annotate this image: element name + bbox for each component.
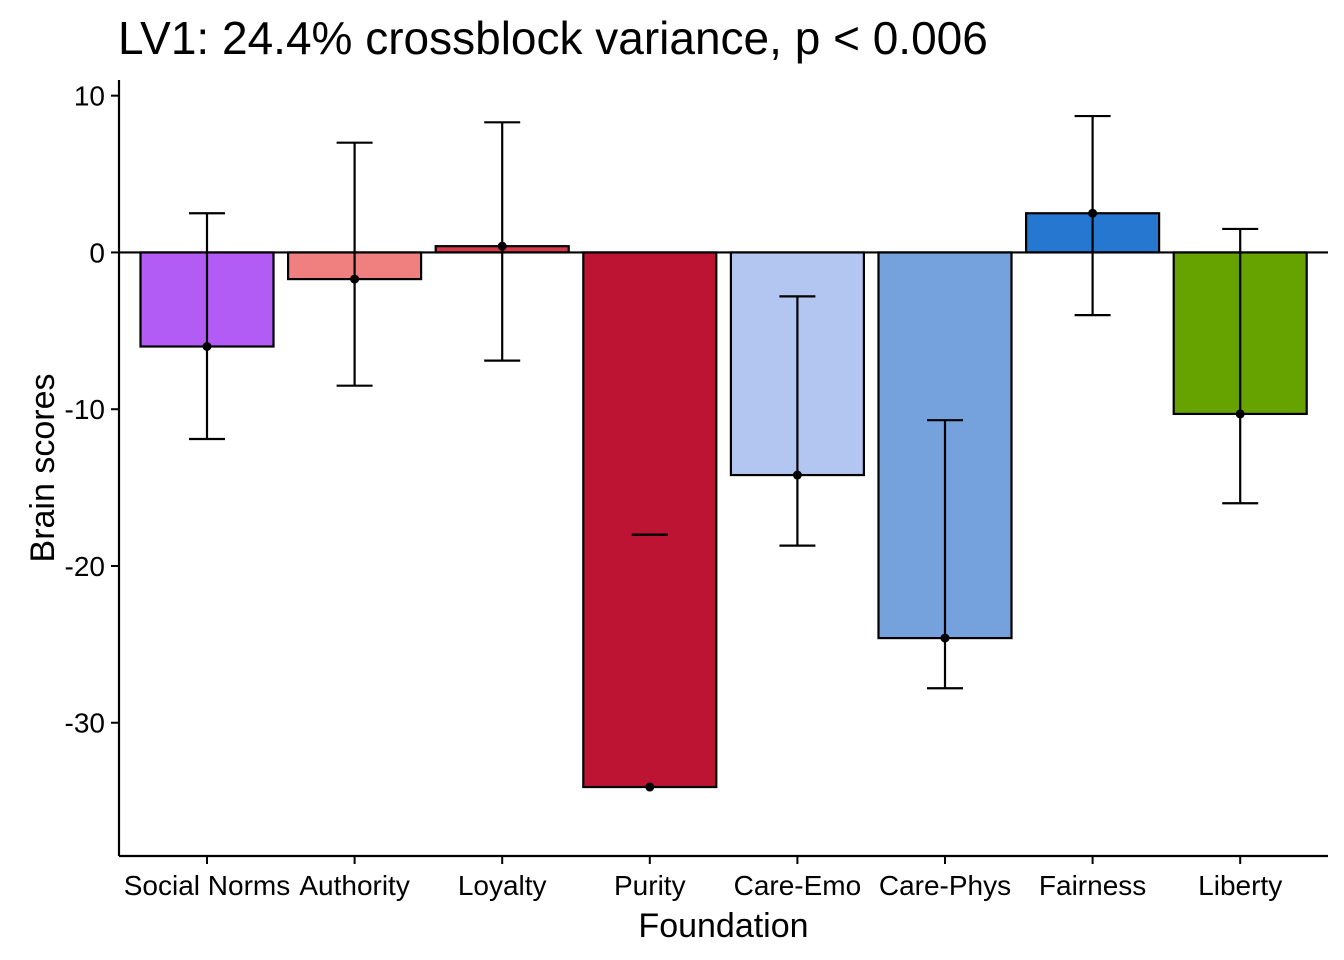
y-axis-title: Brain scores (24, 374, 62, 563)
mean-point (202, 342, 212, 352)
x-ticks-group: Social Norms Authority Loyalty Purity Care-E… (124, 856, 1282, 901)
y-ticks-group: 10 0 -10 -20 -30 (65, 81, 119, 739)
x-tick-label: Care-Emo (734, 870, 862, 901)
mean-point (792, 470, 802, 480)
bar-purity (582, 251, 718, 789)
x-tick-label: Care-Phys (879, 870, 1011, 901)
x-tick-label: Loyalty (458, 870, 547, 901)
x-tick-label: Fairness (1039, 870, 1146, 901)
mean-point (497, 241, 507, 251)
x-axis-title: Foundation (638, 907, 808, 945)
y-tick-label: -10 (65, 394, 105, 425)
y-tick-label: -20 (65, 551, 105, 582)
y-tick-label: 10 (74, 81, 105, 112)
x-tick-label: Purity (614, 870, 686, 901)
mean-point (1235, 409, 1245, 419)
mean-point (350, 274, 360, 284)
x-tick-label: Social Norms (124, 870, 290, 901)
x-tick-label: Authority (299, 870, 410, 901)
error-bars-group (189, 114, 1259, 792)
y-tick-label: -30 (65, 708, 105, 739)
y-tick-label: 0 (89, 237, 105, 268)
mean-point (645, 782, 655, 792)
mean-point (940, 633, 950, 643)
x-tick-label: Liberty (1198, 870, 1282, 901)
mean-point (1088, 208, 1098, 218)
bars-group (139, 212, 1308, 789)
chart-title: LV1: 24.4% crossblock variance, p < 0.00… (118, 12, 988, 64)
